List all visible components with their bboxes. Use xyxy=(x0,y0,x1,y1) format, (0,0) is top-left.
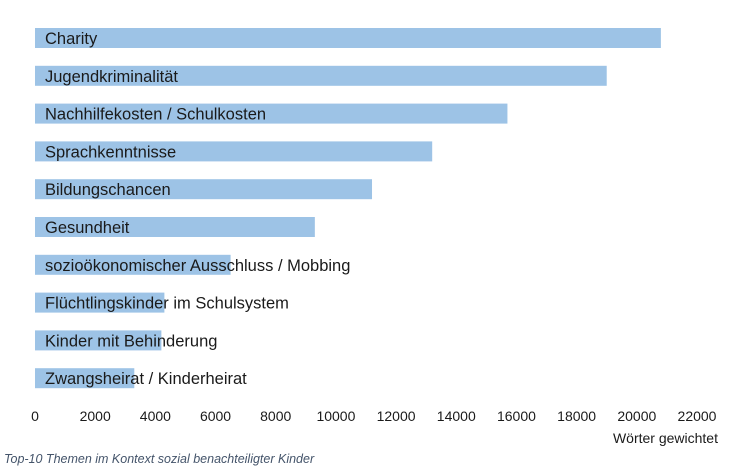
bar-9 xyxy=(35,368,135,389)
x-tick-label-3: 6000 xyxy=(200,408,231,424)
x-tick-label-4: 8000 xyxy=(260,408,291,424)
x-tick-label-0: 0 xyxy=(31,408,39,424)
x-axis-label: Wörter gewichtet xyxy=(613,430,718,446)
bar-6 xyxy=(35,254,231,275)
bar-labels-group: Charity Jugendkriminalität Nachhilfekosten… xyxy=(45,30,350,388)
bar-3 xyxy=(35,141,433,162)
bar-1 xyxy=(35,65,607,86)
bar-8 xyxy=(35,330,162,351)
bar-7 xyxy=(35,292,165,313)
x-tick-label-1: 2000 xyxy=(80,408,111,424)
x-tick-label-5: 10000 xyxy=(316,408,355,424)
bar-4 xyxy=(35,179,373,200)
figure-caption: Top-10 Themen im Kontext sozial benachte… xyxy=(4,452,315,466)
bar-label-2: Nachhilfekosten / Schulkosten xyxy=(45,106,266,124)
bar-label-8: Kinder mit Behinderung xyxy=(45,332,217,350)
bar-label-4: Bildungschancen xyxy=(45,181,171,199)
x-axis-ticks: 0 2000 4000 6000 8000 10000 12000 14000 16000 180… xyxy=(31,408,717,424)
bar-label-0: Charity xyxy=(45,30,98,48)
bar-label-7: Flüchtlingskinder im Schulsystem xyxy=(45,295,289,313)
bar-label-9: Zwangsheirat / Kinderheirat xyxy=(45,370,247,388)
x-tick-label-2: 4000 xyxy=(140,408,171,424)
x-tick-label-10: 20000 xyxy=(617,408,656,424)
bar-5 xyxy=(35,217,315,237)
bar-chart: Charity Jugendkriminalität Nachhilfekosten… xyxy=(31,28,718,446)
bar-label-5: Gesundheit xyxy=(45,219,130,237)
x-tick-label-9: 18000 xyxy=(557,408,596,424)
bar-label-1: Jugendkriminalität xyxy=(45,68,178,86)
bars-group xyxy=(35,28,661,389)
bar-label-3: Sprachkenntnisse xyxy=(45,143,176,161)
bar-2 xyxy=(35,103,508,124)
x-tick-label-7: 14000 xyxy=(437,408,476,424)
bar-label-6: sozioökonomischer Ausschluss / Mobbing xyxy=(45,257,350,275)
x-tick-label-8: 16000 xyxy=(497,408,536,424)
bar-0 xyxy=(35,28,661,48)
x-tick-label-11: 22000 xyxy=(678,408,717,424)
x-tick-label-6: 12000 xyxy=(377,408,416,424)
